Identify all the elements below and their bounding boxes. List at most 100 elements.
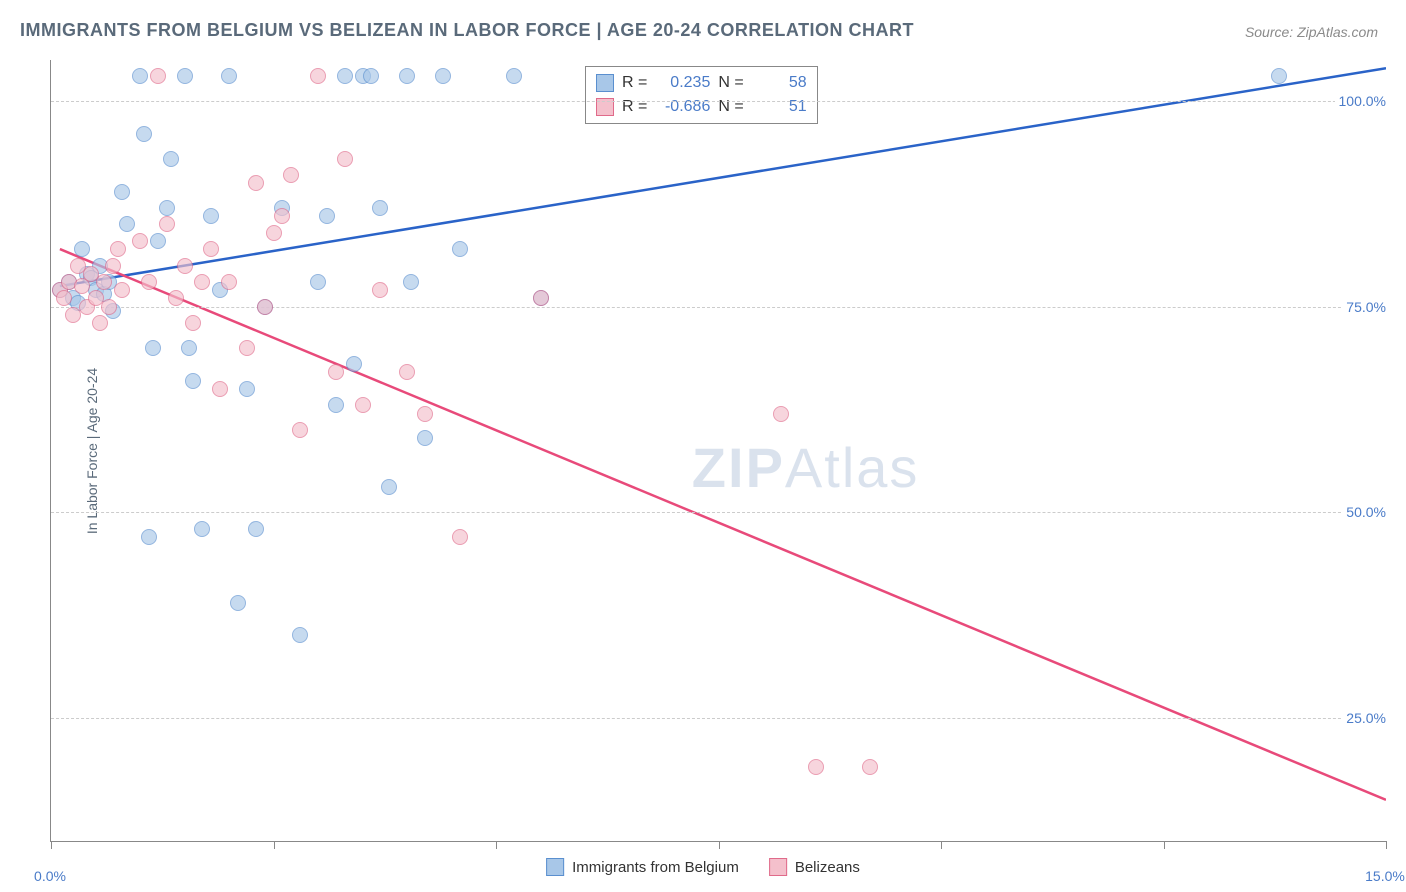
scatter-point	[337, 68, 353, 84]
scatter-point	[145, 340, 161, 356]
scatter-point	[105, 258, 121, 274]
x-axis-min-label: 0.0%	[34, 868, 66, 884]
scatter-point	[452, 529, 468, 545]
scatter-point	[319, 208, 335, 224]
swatch-icon	[769, 858, 787, 876]
scatter-point	[399, 68, 415, 84]
chart-title: IMMIGRANTS FROM BELGIUM VS BELIZEAN IN L…	[20, 20, 914, 41]
x-tick	[719, 841, 720, 849]
scatter-point	[862, 759, 878, 775]
scatter-point	[292, 627, 308, 643]
x-axis-max-label: 15.0%	[1365, 868, 1405, 884]
gridline-horizontal	[51, 307, 1386, 308]
scatter-point	[337, 151, 353, 167]
scatter-point	[372, 282, 388, 298]
scatter-point	[248, 175, 264, 191]
x-tick	[51, 841, 52, 849]
scatter-point	[506, 68, 522, 84]
scatter-point	[132, 68, 148, 84]
y-tick-label: 50.0%	[1342, 504, 1390, 520]
scatter-point	[372, 200, 388, 216]
scatter-point	[74, 241, 90, 257]
scatter-point	[92, 315, 108, 331]
scatter-point	[163, 151, 179, 167]
scatter-point	[808, 759, 824, 775]
r-value-series2: -0.686	[655, 95, 710, 119]
scatter-point	[310, 274, 326, 290]
scatter-point	[159, 216, 175, 232]
x-tick	[496, 841, 497, 849]
chart-plot-area: In Labor Force | Age 20-24 ZIPAtlas R = …	[50, 60, 1386, 842]
legend-item-series2: Belizeans	[769, 858, 860, 876]
stats-row-series1: R = 0.235 N = 58	[596, 71, 807, 95]
scatter-point	[203, 208, 219, 224]
scatter-point	[1271, 68, 1287, 84]
scatter-point	[248, 521, 264, 537]
scatter-point	[141, 274, 157, 290]
scatter-point	[283, 167, 299, 183]
y-tick-label: 25.0%	[1342, 710, 1390, 726]
scatter-point	[159, 200, 175, 216]
x-tick	[1386, 841, 1387, 849]
r-label: R =	[622, 71, 647, 95]
scatter-point	[136, 126, 152, 142]
legend-item-series1: Immigrants from Belgium	[546, 858, 739, 876]
scatter-point	[177, 258, 193, 274]
scatter-point	[221, 68, 237, 84]
scatter-point	[328, 397, 344, 413]
scatter-point	[221, 274, 237, 290]
y-tick-label: 100.0%	[1335, 93, 1390, 109]
scatter-point	[101, 299, 117, 315]
scatter-point	[381, 479, 397, 495]
scatter-point	[328, 364, 344, 380]
scatter-point	[452, 241, 468, 257]
scatter-point	[150, 68, 166, 84]
scatter-point	[203, 241, 219, 257]
scatter-point	[292, 422, 308, 438]
scatter-point	[114, 184, 130, 200]
scatter-point	[435, 68, 451, 84]
x-tick	[274, 841, 275, 849]
y-tick-label: 75.0%	[1342, 299, 1390, 315]
scatter-point	[56, 290, 72, 306]
n-value-series2: 51	[752, 95, 807, 119]
n-label: N =	[718, 71, 743, 95]
scatter-point	[266, 225, 282, 241]
scatter-point	[533, 290, 549, 306]
scatter-point	[181, 340, 197, 356]
scatter-point	[185, 315, 201, 331]
scatter-point	[150, 233, 166, 249]
scatter-point	[185, 373, 201, 389]
scatter-point	[417, 430, 433, 446]
scatter-point	[194, 521, 210, 537]
scatter-point	[177, 68, 193, 84]
scatter-point	[773, 406, 789, 422]
scatter-point	[346, 356, 362, 372]
stats-legend-box: R = 0.235 N = 58 R = -0.686 N = 51	[585, 66, 818, 124]
stats-row-series2: R = -0.686 N = 51	[596, 95, 807, 119]
gridline-horizontal	[51, 718, 1386, 719]
watermark: ZIPAtlas	[692, 435, 920, 500]
r-label: R =	[622, 95, 647, 119]
scatter-point	[132, 233, 148, 249]
n-value-series1: 58	[752, 71, 807, 95]
x-tick	[941, 841, 942, 849]
scatter-point	[168, 290, 184, 306]
scatter-point	[141, 529, 157, 545]
scatter-point	[257, 299, 273, 315]
bottom-legend: Immigrants from Belgium Belizeans	[546, 858, 860, 876]
scatter-point	[363, 68, 379, 84]
scatter-point	[274, 208, 290, 224]
scatter-point	[212, 381, 228, 397]
gridline-horizontal	[51, 101, 1386, 102]
swatch-icon	[546, 858, 564, 876]
legend-label: Immigrants from Belgium	[572, 859, 739, 876]
swatch-icon	[596, 74, 614, 92]
scatter-point	[403, 274, 419, 290]
r-value-series1: 0.235	[655, 71, 710, 95]
scatter-point	[417, 406, 433, 422]
scatter-point	[310, 68, 326, 84]
scatter-point	[114, 282, 130, 298]
source-attribution: Source: ZipAtlas.com	[1245, 24, 1378, 40]
scatter-point	[355, 397, 371, 413]
